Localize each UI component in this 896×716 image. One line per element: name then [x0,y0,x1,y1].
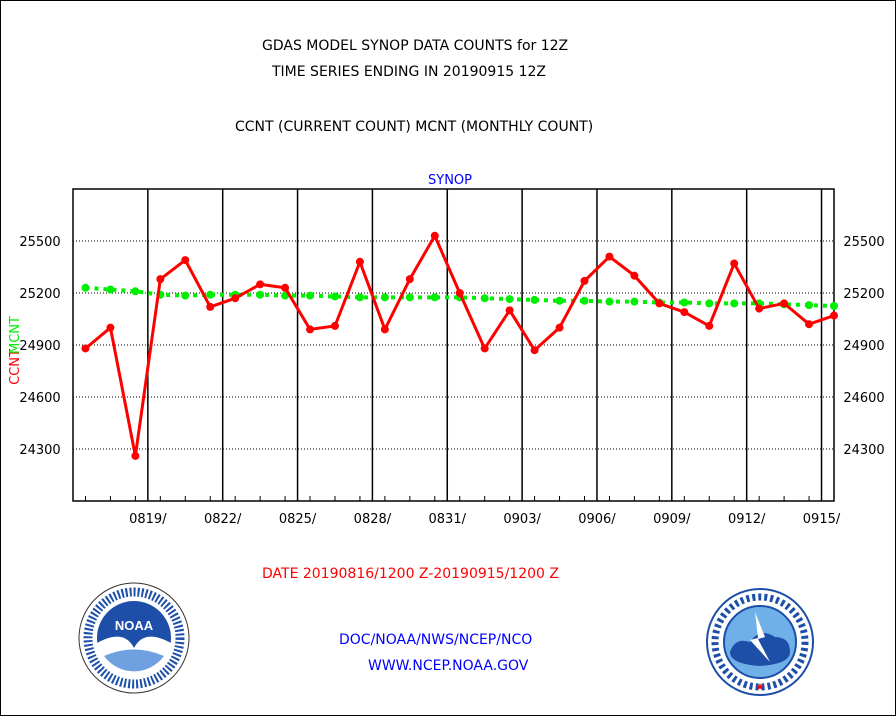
y-tick-label-left: 25200 [19,287,60,302]
x-tick-label: 0912/ [728,512,766,527]
data-point-mcnt [630,297,639,306]
data-point-mcnt [805,301,814,310]
x-tick-labels: 0819/0822/0825/0828/0831/0903/0906/0909/… [129,512,841,527]
x-tick-label: 0915/ [803,512,841,527]
chart-title-line-3: CCNT (CURRENT COUNT) MCNT (MONTHLY COUNT… [235,119,594,135]
x-tick-label: 0819/ [129,512,167,527]
data-point-mcnt [306,291,315,300]
y-tick-label-left: 24300 [19,443,60,458]
data-point-ccnt [355,257,364,266]
data-point-ccnt [755,304,764,313]
url-label: WWW.NCEP.NOAA.GOV [368,658,529,674]
data-point-mcnt [131,287,140,296]
data-point-ccnt [206,302,215,311]
date-range-label: DATE 20190816/1200 Z-20190915/1200 Z [262,566,559,582]
data-point-mcnt [555,296,564,305]
data-point-ccnt [181,256,190,265]
data-point-ccnt [106,323,115,332]
data-point-mcnt [380,293,389,302]
data-point-mcnt [680,298,689,307]
chart-title-line-2: TIME SERIES ENDING IN 20190915 12Z [272,64,546,80]
x-tick-label: 0903/ [503,512,541,527]
data-point-mcnt [480,294,489,303]
data-point-ccnt [555,323,564,332]
data-point-mcnt [106,285,115,294]
data-point-ccnt [156,275,165,284]
data-point-ccnt [530,346,539,355]
data-point-ccnt [231,294,240,303]
x-tick-label: 0825/ [279,512,317,527]
data-point-ccnt [580,276,589,285]
data-point-ccnt [805,320,814,329]
data-point-ccnt [281,283,290,292]
data-point-ccnt [455,289,464,297]
data-point-ccnt [330,321,339,330]
chart-title-line-1: GDAS MODEL SYNOP DATA COUNTS for 12Z [262,38,569,54]
data-point-mcnt [81,283,90,292]
y-tick-label-right: 25200 [843,287,884,302]
data-point-mcnt [181,291,190,300]
y-tick-label-right: 24300 [843,443,884,458]
y-tick-label-right: 24900 [843,339,884,354]
data-point-ccnt [480,344,489,353]
data-point-mcnt [830,302,838,310]
series-line-ccnt [84,232,835,457]
data-point-ccnt [655,299,664,308]
data-point-ccnt [430,231,439,240]
data-point-mcnt [705,299,714,308]
y-axis-label-ccnt: CCNT [8,349,23,385]
org-label: DOC/NOAA/NWS/NCEP/NCO [339,632,533,648]
x-tick-label: 0909/ [653,512,691,527]
y-tick-label-left: 24900 [19,339,60,354]
data-point-mcnt [206,290,215,299]
plot-title: SYNOP [428,173,472,188]
data-point-ccnt [780,299,789,308]
y-axis-label-mcnt: MCNT [8,316,23,354]
y-tick-label-right: 25500 [843,235,884,250]
data-point-ccnt [306,325,315,334]
data-point-mcnt [505,295,514,304]
data-point-ccnt [81,344,90,353]
data-point-mcnt [256,290,265,299]
data-point-mcnt [405,293,414,302]
data-point-ccnt [830,311,838,320]
data-point-ccnt [131,451,140,460]
data-point-ccnt [256,280,265,289]
data-point-mcnt [580,296,589,305]
data-point-ccnt [730,259,739,268]
data-point-ccnt [380,325,389,334]
x-tick-label: 0822/ [204,512,242,527]
x-tick-label: 0828/ [354,512,392,527]
data-point-ccnt [680,308,689,317]
x-tick-label: 0831/ [429,512,467,527]
data-point-ccnt [405,275,414,284]
x-tick-label: 0906/ [578,512,616,527]
data-point-ccnt [630,271,639,280]
data-point-mcnt [730,299,739,308]
data-point-ccnt [605,252,614,261]
grid-lines [73,189,835,501]
y-tick-label-left: 25500 [19,235,60,250]
data-point-mcnt [530,295,539,304]
y-tick-label-right: 24600 [843,391,884,406]
y-tick-label-left: 24600 [19,391,60,406]
data-point-mcnt [605,297,614,306]
plot-area [72,188,835,502]
data-point-ccnt [705,321,714,330]
series-group [81,231,838,460]
y-tick-labels: 24300 24300 24600 24600 24900 24900 25200 25200… [19,235,884,458]
data-point-ccnt [505,306,514,315]
data-point-mcnt [330,292,339,301]
data-point-mcnt [430,293,439,302]
data-point-mcnt [355,293,364,302]
